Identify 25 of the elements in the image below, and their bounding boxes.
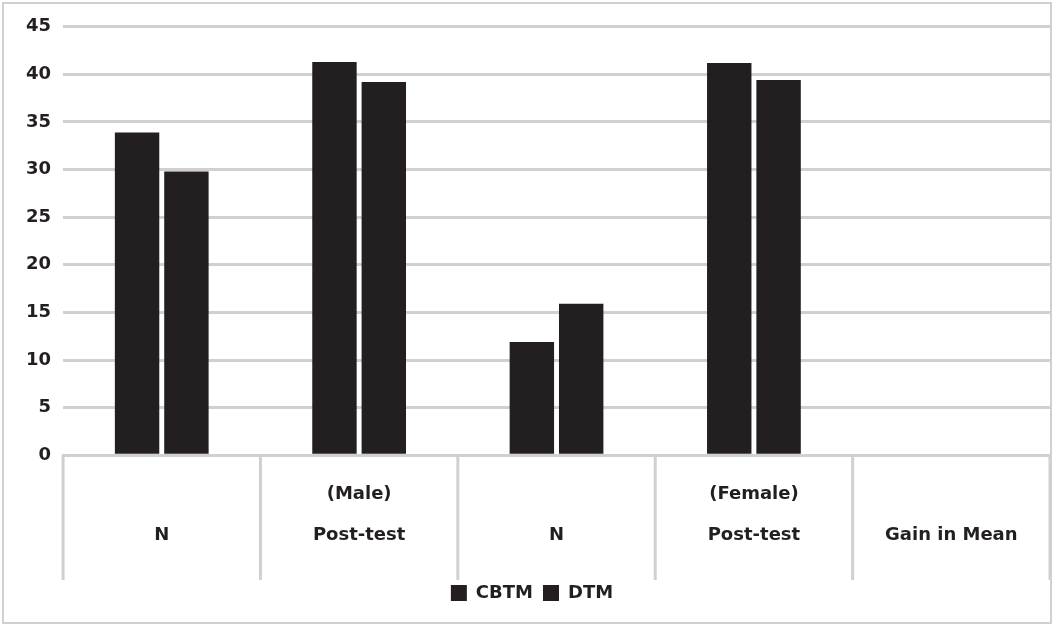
x-tick-label: Gain in Mean [885,522,1018,544]
bar [558,303,604,454]
y-tick-label: 10 [25,347,52,369]
y-tick-label: 20 [25,252,52,274]
y-tick-label: 35 [25,109,52,131]
bar [164,171,209,454]
x-tick-label: N [548,522,565,544]
y-tick-label: 30 [25,157,52,179]
legend-label: DTM [567,580,614,602]
bar [361,82,407,454]
y-tick-label: 15 [25,300,52,322]
bar [756,80,801,454]
y-tick-label: 25 [25,204,52,226]
bar [707,62,752,454]
y-tick-label: 40 [25,62,52,84]
x-tick-label: (Male) Post-test [312,481,406,544]
bar [312,62,357,454]
x-tick-label: (Female) Post-test [707,481,801,544]
x-tick-label: N [154,522,170,544]
bar [114,132,160,454]
legend-label: CBTM [475,580,533,602]
bar [509,341,555,454]
y-tick-label: 45 [25,14,52,36]
y-tick-label: 0 [38,442,52,464]
y-tick-label: 5 [38,395,52,417]
